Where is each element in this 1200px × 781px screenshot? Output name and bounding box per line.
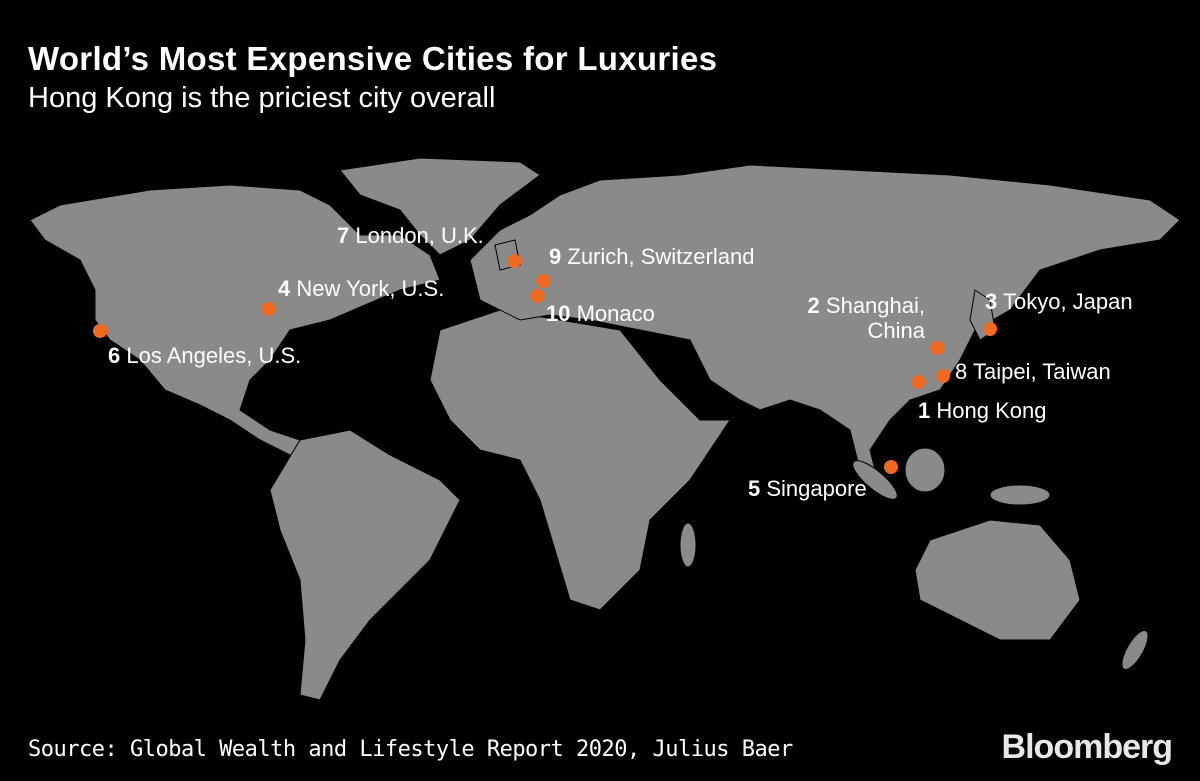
source: Source: Global Wealth and Lifestyle Repo…	[28, 737, 793, 762]
city-marker	[983, 322, 997, 336]
south-america	[269, 429, 461, 701]
city-name: Shanghai, China	[825, 293, 925, 343]
city-name: New York, U.S.	[296, 276, 445, 301]
australia	[914, 519, 1081, 641]
city-label: 4 New York, U.S.	[278, 276, 444, 301]
city-rank: 10	[546, 301, 571, 326]
city-marker	[884, 460, 898, 474]
city-marker	[930, 341, 944, 355]
city-rank: 3	[985, 289, 998, 314]
subtitle: Hong Kong is the priciest city overall	[28, 82, 496, 114]
sumatra	[852, 460, 898, 500]
city-label: 5 Singapore	[748, 476, 867, 501]
north-america	[29, 184, 441, 456]
city-label: 10 Monaco	[546, 301, 655, 326]
city-label: 8 Taipei, Taiwan	[955, 359, 1111, 384]
new-guinea	[989, 484, 1051, 506]
city-name: Tokyo, Japan	[1002, 289, 1133, 314]
city-marker	[536, 274, 550, 288]
city-rank: 5	[748, 476, 761, 501]
city-rank: 8	[955, 359, 968, 384]
greenland	[339, 157, 541, 256]
city-rank: 9	[549, 244, 562, 269]
city-label: 9 Zurich, Switzerland	[549, 244, 754, 269]
title: World’s Most Expensive Cities for Luxuri…	[28, 40, 718, 77]
city-label: 6 Los Angeles, U.S.	[108, 343, 301, 368]
city-name: London, U.K.	[355, 223, 484, 248]
city-name: Los Angeles, U.S.	[126, 343, 302, 368]
land	[29, 157, 1181, 701]
city-marker	[911, 375, 925, 389]
eurasia	[469, 164, 1181, 492]
madagascar	[679, 522, 697, 568]
city-name: Monaco	[576, 301, 655, 326]
city-label: 3 Tokyo, Japan	[985, 289, 1133, 314]
city-label: 7 London, U.K.	[337, 223, 484, 248]
city-rank: 2	[807, 293, 820, 318]
city-markers	[93, 254, 997, 474]
city-name: Zurich, Switzerland	[567, 244, 755, 269]
city-marker	[530, 289, 544, 303]
city-label: 1 Hong Kong	[918, 398, 1046, 423]
city-label: 2 Shanghai, China	[788, 293, 925, 343]
brand-logo: Bloomberg	[1001, 728, 1173, 766]
africa	[429, 309, 731, 611]
city-marker	[93, 324, 107, 338]
city-rank: 6	[108, 343, 121, 368]
city-rank: 1	[918, 398, 931, 423]
new-zealand	[1121, 630, 1149, 670]
city-marker	[261, 302, 275, 316]
city-marker	[936, 369, 950, 383]
city-rank: 4	[278, 276, 291, 301]
city-name: Taipei, Taiwan	[972, 359, 1111, 384]
city-rank: 7	[337, 223, 350, 248]
city-name: Singapore	[766, 476, 867, 501]
city-marker	[507, 254, 521, 268]
city-name: Hong Kong	[936, 398, 1047, 423]
borneo	[904, 447, 946, 493]
